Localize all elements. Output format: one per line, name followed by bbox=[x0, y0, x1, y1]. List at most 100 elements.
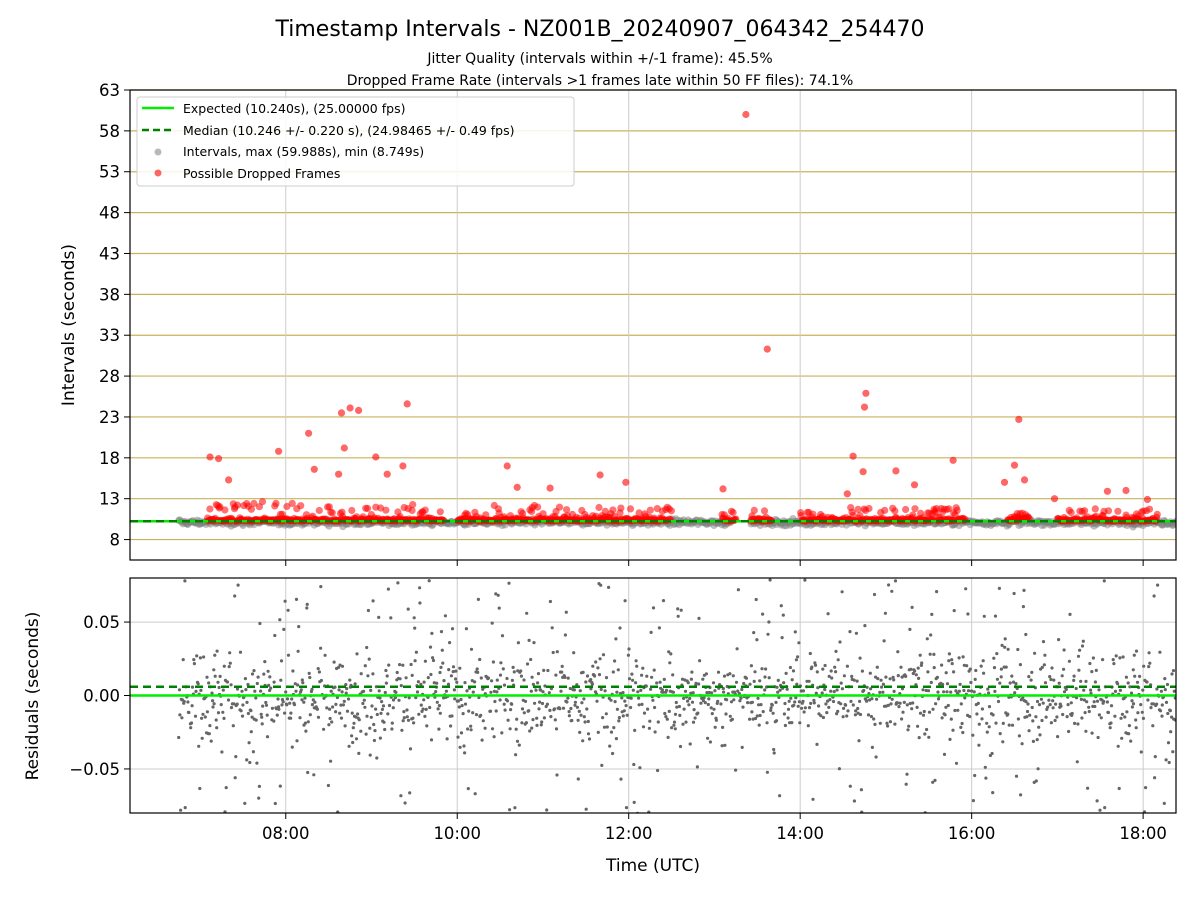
residual-point bbox=[399, 684, 403, 688]
residual-point bbox=[189, 721, 194, 725]
residual-point bbox=[409, 662, 413, 667]
residual-point bbox=[415, 690, 420, 694]
residual-point bbox=[585, 707, 589, 711]
residual-point bbox=[954, 761, 959, 765]
residual-point bbox=[531, 682, 536, 687]
residual-point bbox=[494, 592, 498, 596]
residual-point bbox=[1022, 588, 1026, 593]
residual-point bbox=[411, 716, 415, 720]
residual-point bbox=[580, 701, 584, 705]
residual-point bbox=[361, 701, 365, 706]
residual-point bbox=[1056, 735, 1060, 739]
residual-point bbox=[449, 724, 453, 728]
residual-point bbox=[1142, 664, 1146, 668]
residual-point bbox=[1075, 696, 1079, 700]
residual-point bbox=[807, 706, 812, 710]
residual-point bbox=[390, 721, 394, 725]
residual-point bbox=[995, 677, 1000, 681]
residual-point bbox=[965, 664, 969, 668]
residual-point bbox=[921, 688, 925, 692]
residual-point bbox=[1155, 702, 1159, 706]
residual-point bbox=[362, 689, 366, 693]
intervals-y-tick-label: 48 bbox=[99, 204, 120, 223]
residual-point bbox=[1062, 690, 1067, 694]
residual-point bbox=[426, 676, 430, 680]
residual-point bbox=[310, 687, 314, 692]
residual-point bbox=[624, 806, 629, 810]
residual-point bbox=[222, 716, 226, 721]
residual-point bbox=[375, 712, 379, 717]
residual-point bbox=[705, 691, 709, 695]
residual-point bbox=[387, 703, 392, 708]
residual-point bbox=[963, 696, 967, 700]
dropped-frame-outlier bbox=[1050, 495, 1059, 503]
residual-point bbox=[629, 705, 633, 710]
residual-point bbox=[925, 727, 929, 732]
residual-point bbox=[233, 594, 237, 598]
residual-point bbox=[438, 670, 442, 675]
residual-point bbox=[649, 630, 653, 635]
residual-point bbox=[365, 714, 369, 718]
residual-point bbox=[385, 674, 389, 678]
legend-dropped-swatch bbox=[154, 169, 162, 177]
residual-point bbox=[192, 662, 196, 666]
residual-point bbox=[353, 682, 357, 686]
residual-point bbox=[1158, 650, 1162, 654]
residual-point bbox=[821, 667, 825, 671]
residual-point bbox=[778, 688, 782, 692]
dropped-frame-outlier bbox=[346, 404, 354, 412]
residual-point bbox=[195, 654, 199, 658]
residual-point bbox=[656, 720, 660, 724]
residual-point bbox=[1091, 656, 1095, 660]
residual-point bbox=[767, 676, 771, 680]
residual-point bbox=[315, 707, 319, 711]
residual-point bbox=[476, 597, 480, 602]
residual-point bbox=[507, 581, 511, 585]
residual-point bbox=[498, 698, 502, 702]
residual-point bbox=[466, 787, 470, 791]
residual-point bbox=[1074, 686, 1078, 691]
residual-point bbox=[1101, 658, 1105, 662]
residual-point bbox=[212, 702, 216, 706]
residual-point bbox=[500, 731, 504, 735]
residual-point bbox=[825, 711, 829, 715]
residual-point bbox=[228, 661, 232, 665]
residual-point bbox=[278, 784, 282, 788]
residual-point bbox=[515, 717, 519, 721]
residual-point bbox=[229, 706, 234, 710]
residual-point bbox=[590, 682, 595, 686]
residual-point bbox=[739, 696, 743, 700]
residual-point bbox=[575, 705, 580, 709]
residual-point bbox=[225, 680, 230, 684]
intervals-y-label: Intervals (seconds) bbox=[59, 244, 79, 406]
residual-point bbox=[1126, 681, 1130, 685]
residual-point bbox=[479, 676, 483, 680]
residual-point bbox=[641, 666, 645, 670]
residual-point bbox=[442, 696, 446, 700]
residual-point bbox=[888, 677, 892, 681]
residual-point bbox=[286, 608, 290, 612]
residual-point bbox=[714, 718, 719, 722]
residual-point bbox=[414, 650, 418, 654]
dropped-frame-point bbox=[626, 505, 635, 513]
residual-point bbox=[1134, 718, 1138, 722]
residual-point bbox=[794, 696, 798, 700]
residual-point bbox=[228, 651, 232, 655]
residual-point bbox=[704, 672, 709, 676]
residual-point bbox=[770, 703, 774, 707]
residual-point bbox=[246, 682, 250, 687]
residual-point bbox=[202, 655, 206, 659]
residual-point bbox=[565, 700, 569, 704]
residual-point bbox=[474, 713, 479, 717]
residual-point bbox=[766, 632, 770, 636]
residual-point bbox=[888, 720, 893, 724]
residual-point bbox=[384, 668, 388, 673]
residual-point bbox=[741, 705, 745, 709]
residual-point bbox=[1145, 680, 1149, 684]
residual-point bbox=[1163, 677, 1167, 681]
residual-point bbox=[469, 724, 473, 728]
residual-point bbox=[611, 670, 615, 674]
residual-point bbox=[524, 721, 529, 725]
residual-point bbox=[327, 723, 331, 727]
residual-point bbox=[946, 703, 950, 708]
